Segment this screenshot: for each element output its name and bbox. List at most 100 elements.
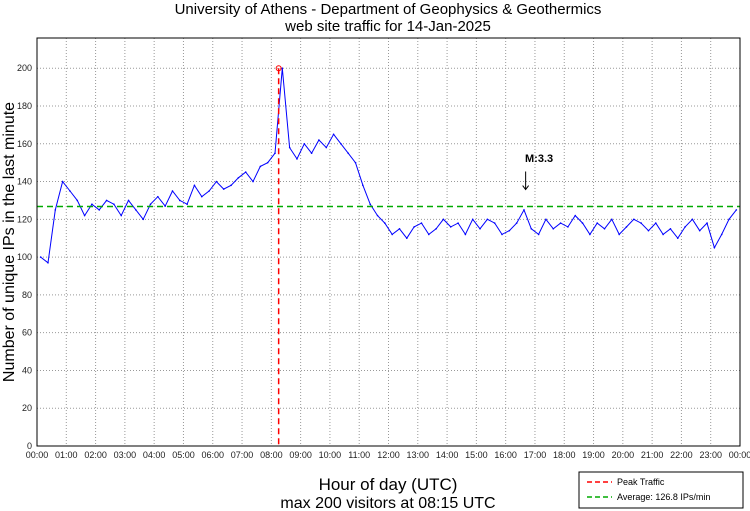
data-point [515,222,518,224]
data-point [647,229,650,232]
data-point [354,161,357,164]
data-point [39,256,42,258]
data-point [47,261,49,264]
legend: Peak Traffic Average: 126.8 IPs/min [578,471,744,509]
x-tick-label: 02:00 [84,450,107,460]
data-point [662,233,664,236]
data-point [567,226,569,228]
data-point [340,142,342,145]
series-line-visitors [40,68,737,264]
x-tick-label: 14:00 [436,450,459,460]
data-point [274,152,276,155]
data-point [91,203,93,206]
data-point [362,184,364,187]
data-point [435,227,437,230]
data-point [303,142,306,145]
y-tick-label: 60 [22,328,32,338]
data-point [244,171,247,173]
legend-peak-label: Peak Traffic [617,477,665,487]
x-tick-label: 18:00 [553,450,576,460]
data-point [332,133,335,136]
data-point [384,222,386,224]
data-point [596,222,599,224]
data-point [427,233,430,236]
y-axis-label: Number of unique IPs in the last minute [1,102,18,382]
data-point [391,233,393,236]
x-tick-label: 06:00 [201,450,224,460]
x-tick-label: 09:00 [289,450,312,460]
x-tick-label: 13:00 [407,450,430,460]
data-point [559,222,562,224]
data-point [523,209,525,211]
data-point [310,152,313,155]
data-point [113,203,115,206]
data-point [618,233,620,236]
data-point [442,218,445,221]
data-point [369,203,371,206]
data-point [720,233,723,236]
data-point [611,218,613,221]
data-point [449,226,452,228]
data-point [281,67,284,70]
plot-frame [36,37,741,447]
x-tick-label: 01:00 [55,450,78,460]
data-point [603,227,606,230]
data-point [259,165,262,168]
data-point [325,146,328,149]
y-tick-label: 200 [17,63,32,73]
data-point [120,214,123,217]
y-tick-label: 120 [17,214,32,224]
data-point [508,229,511,232]
annotation-arrow-icon [522,171,530,191]
x-tick-label: 10:00 [319,450,342,460]
data-point [413,226,415,228]
annotation-label: M:3.3 [525,153,553,165]
x-tick-label: 22:00 [670,450,693,460]
data-point [713,246,716,249]
data-point [157,195,159,198]
data-point [464,233,467,236]
x-tick-label: 17:00 [524,450,547,460]
data-point [735,209,738,211]
x-tick-label: 11:00 [348,450,370,460]
data-point [135,209,137,211]
x-tick-label: 07:00 [231,450,254,460]
data-point [479,227,481,230]
data-point [574,214,577,217]
y-tick-label: 0 [27,441,32,451]
data-point [420,222,423,224]
x-tick-label: 03:00 [114,450,137,460]
grid [37,38,740,446]
data-point [208,190,210,192]
data-point [193,184,196,187]
data-point [237,176,240,179]
data-point [486,218,489,221]
y-tick-label: 160 [17,139,32,149]
x-tick-label: 00:00 [26,450,49,460]
data-point [676,237,679,240]
y-tick-label: 40 [22,365,32,375]
x-tick-label: 00:00 [729,450,750,460]
y-tick-label: 20 [22,403,32,413]
x-tick-label: 12:00 [377,450,400,460]
data-point [684,226,686,228]
data-point [54,209,57,211]
data-point [669,227,672,230]
data-point [691,218,694,221]
legend-box [578,471,744,509]
data-point [76,199,79,202]
y-tick-label: 80 [22,290,32,300]
data-point [501,233,503,236]
data-marks [37,65,740,446]
chart-title-line2: web site traffic for 14-Jan-2025 [284,18,491,35]
x-tick-label: 08:00 [260,450,283,460]
data-point [633,218,635,221]
data-point [186,203,188,206]
legend-average-label: Average: 126.8 IPs/min [617,492,710,502]
data-point [105,199,108,202]
chart-subtitle: max 200 visitors at 08:15 UTC [280,495,495,511]
data-point [530,227,533,230]
data-point [406,237,408,240]
data-point [164,205,166,207]
